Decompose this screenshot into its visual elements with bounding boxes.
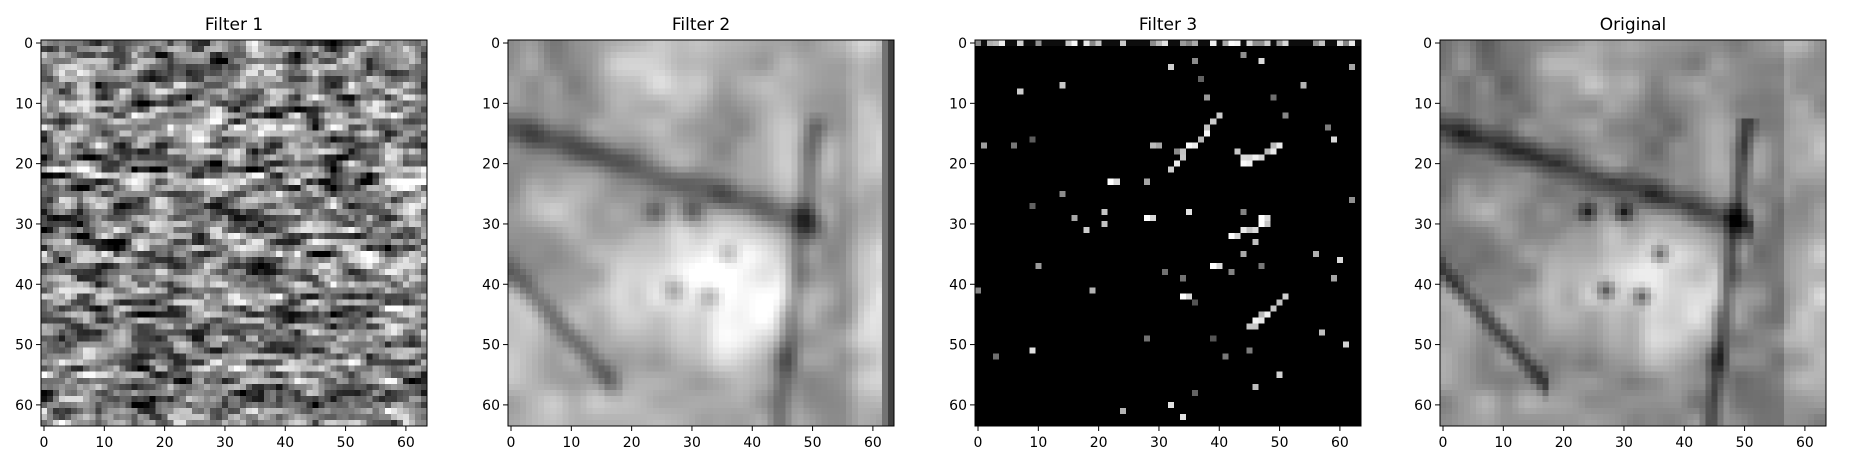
y-tick-label: 30 bbox=[949, 217, 967, 233]
axes-frame bbox=[974, 39, 1362, 427]
y-tick-label: 10 bbox=[15, 96, 33, 112]
x-tick-label: 60 bbox=[397, 435, 415, 451]
y-tick-label: 50 bbox=[1414, 338, 1432, 354]
x-tick-label: 20 bbox=[1090, 435, 1108, 451]
x-tick-label: 40 bbox=[743, 435, 761, 451]
x-tick-label: 40 bbox=[276, 435, 294, 451]
x-tick-label: 50 bbox=[1736, 435, 1754, 451]
panel-1: Filter 1 0 10 20 30 40 50 60 0 10 20 30 40 50 60 bbox=[15, 15, 428, 451]
y-tick-label: 20 bbox=[1414, 157, 1432, 173]
x-tick-label: 0 bbox=[40, 435, 49, 451]
y-tick-label: 50 bbox=[15, 338, 33, 354]
y-tick-label: 50 bbox=[949, 338, 967, 354]
x-tick-label: 60 bbox=[1796, 435, 1814, 451]
y-tick-label: 60 bbox=[949, 398, 967, 414]
x-tick-label: 0 bbox=[507, 435, 516, 451]
x-tick-label: 0 bbox=[974, 435, 983, 451]
y-tick-label: 40 bbox=[482, 277, 500, 293]
x-tick-label: 10 bbox=[1029, 435, 1047, 451]
x-tick-label: 30 bbox=[683, 435, 701, 451]
y-tick-label: 40 bbox=[1414, 277, 1432, 293]
y-tick-label: 20 bbox=[949, 157, 967, 173]
y-tick-label: 10 bbox=[1414, 96, 1432, 112]
panel-4: Original 0 10 20 30 40 50 60 0 10 20 30 40 50 60 bbox=[1414, 15, 1827, 451]
x-tick-label: 60 bbox=[1331, 435, 1349, 451]
y-tick-label: 20 bbox=[482, 157, 500, 173]
y-tick-label: 40 bbox=[15, 277, 33, 293]
panel-title: Filter 1 bbox=[205, 15, 263, 35]
y-tick-label: 0 bbox=[1423, 36, 1432, 52]
y-tick-label: 60 bbox=[15, 398, 33, 414]
x-tick-label: 10 bbox=[1494, 435, 1512, 451]
x-tick-label: 30 bbox=[1615, 435, 1633, 451]
x-tick-label: 30 bbox=[1150, 435, 1168, 451]
y-tick-label: 0 bbox=[24, 36, 33, 52]
panel-3: Filter 3 0 10 20 30 40 50 60 0 10 20 30 40 50 60 bbox=[949, 15, 1362, 451]
y-tick-label: 50 bbox=[482, 338, 500, 354]
panel-title: Filter 3 bbox=[1139, 15, 1197, 35]
axes-frame bbox=[507, 39, 895, 427]
y-tick-label: 20 bbox=[15, 157, 33, 173]
y-tick-label: 30 bbox=[1414, 217, 1432, 233]
x-tick-label: 40 bbox=[1675, 435, 1693, 451]
panel-title: Filter 2 bbox=[672, 15, 730, 35]
heatmap-image bbox=[1440, 40, 1826, 426]
x-tick-label: 30 bbox=[216, 435, 234, 451]
x-tick-label: 10 bbox=[95, 435, 113, 451]
y-tick-label: 0 bbox=[958, 36, 967, 52]
x-tick-label: 50 bbox=[804, 435, 822, 451]
y-tick-label: 40 bbox=[949, 277, 967, 293]
x-tick-label: 40 bbox=[1210, 435, 1228, 451]
x-tick-label: 20 bbox=[1555, 435, 1573, 451]
y-tick-label: 60 bbox=[1414, 398, 1432, 414]
heatmap-image bbox=[975, 40, 1361, 426]
x-tick-label: 20 bbox=[623, 435, 641, 451]
x-tick-label: 50 bbox=[1271, 435, 1289, 451]
axes-frame bbox=[40, 39, 428, 427]
heatmap-image bbox=[41, 40, 427, 426]
x-tick-label: 50 bbox=[337, 435, 355, 451]
x-tick-label: 20 bbox=[156, 435, 174, 451]
heatmap-image bbox=[508, 40, 894, 426]
y-tick-label: 10 bbox=[949, 96, 967, 112]
x-tick-label: 60 bbox=[864, 435, 882, 451]
panel-title: Original bbox=[1600, 15, 1667, 35]
axes-frame bbox=[1439, 39, 1827, 427]
y-tick-label: 0 bbox=[491, 36, 500, 52]
y-tick-label: 30 bbox=[482, 217, 500, 233]
x-tick-label: 0 bbox=[1439, 435, 1448, 451]
y-tick-label: 60 bbox=[482, 398, 500, 414]
x-tick-label: 10 bbox=[562, 435, 580, 451]
y-tick-label: 30 bbox=[15, 217, 33, 233]
y-tick-label: 10 bbox=[482, 96, 500, 112]
panel-2: Filter 2 0 10 20 30 40 50 60 0 10 20 30 40 50 60 bbox=[482, 15, 895, 451]
